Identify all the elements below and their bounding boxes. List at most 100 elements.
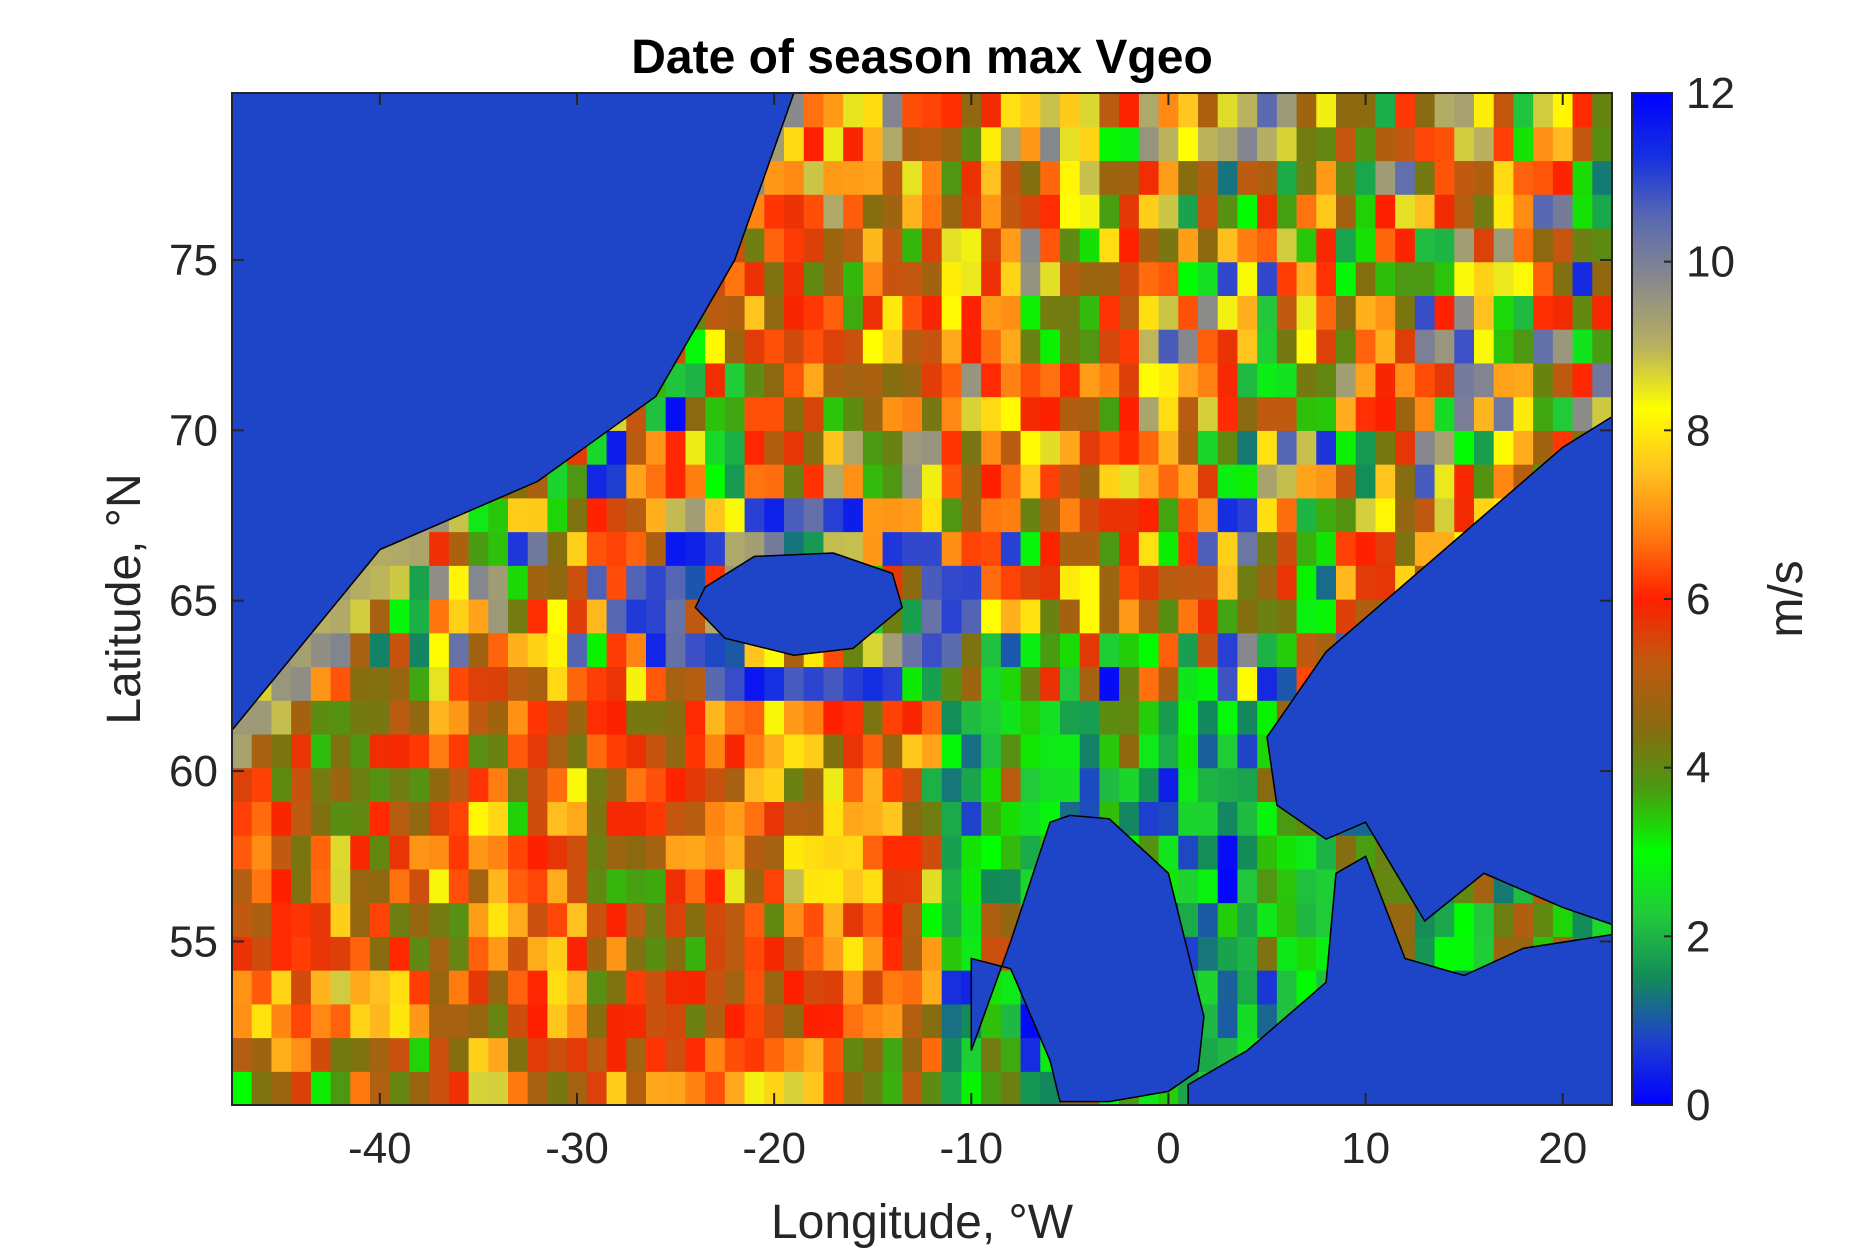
heatmap-cell xyxy=(685,835,706,870)
heatmap-cell xyxy=(271,767,292,802)
heatmap-cell xyxy=(1178,700,1199,735)
heatmap-cell xyxy=(1257,396,1278,431)
heatmap-cell xyxy=(409,666,430,701)
heatmap-cell xyxy=(1257,194,1278,229)
heatmap-cell xyxy=(626,599,647,634)
heatmap-cell xyxy=(547,632,568,668)
heatmap-cell xyxy=(1414,227,1436,263)
heatmap-cell xyxy=(1158,126,1179,162)
heatmap-cell xyxy=(961,632,982,668)
heatmap-cell xyxy=(310,666,332,701)
heatmap-cell xyxy=(784,329,805,364)
heatmap-cell xyxy=(1099,430,1120,465)
heatmap-cell xyxy=(429,1003,450,1039)
heatmap-cell xyxy=(1119,329,1140,364)
heatmap-cell xyxy=(843,497,864,533)
heatmap-cell xyxy=(685,902,706,937)
heatmap-cell xyxy=(1276,261,1298,296)
heatmap-cell xyxy=(1158,261,1179,296)
heatmap-cell xyxy=(310,868,332,904)
heatmap-cell xyxy=(232,868,253,904)
heatmap-cell xyxy=(1119,700,1140,735)
heatmap-cell xyxy=(843,666,864,701)
heatmap-cell xyxy=(527,565,549,600)
heatmap-cell xyxy=(1316,227,1337,263)
heatmap-cell xyxy=(961,599,982,634)
heatmap-cell xyxy=(1276,531,1298,566)
heatmap-cell xyxy=(1552,126,1574,162)
heatmap-cell xyxy=(1316,430,1337,465)
heatmap-cell xyxy=(1454,936,1475,971)
heatmap-cell xyxy=(271,936,292,971)
heatmap-cell xyxy=(291,666,312,701)
heatmap-cell xyxy=(882,801,903,836)
heatmap-cell xyxy=(823,666,844,701)
heatmap-cell xyxy=(1217,565,1239,600)
heatmap-cell xyxy=(1138,801,1160,836)
heatmap-cell xyxy=(764,1037,785,1072)
heatmap-cell xyxy=(744,936,765,971)
heatmap-cell xyxy=(961,126,982,162)
heatmap-cell xyxy=(626,835,647,870)
heatmap-cell xyxy=(1158,430,1179,465)
heatmap-cell xyxy=(882,126,903,162)
heatmap-cell xyxy=(1552,329,1574,364)
heatmap-cell xyxy=(1060,767,1081,802)
heatmap-cell xyxy=(961,497,982,533)
heatmap-cell xyxy=(370,733,391,769)
heatmap-cell xyxy=(1020,531,1041,566)
heatmap-cell xyxy=(448,733,470,769)
heatmap-cell xyxy=(448,565,470,600)
heatmap-cell xyxy=(784,666,805,701)
heatmap-cell xyxy=(429,767,450,802)
heatmap-cell xyxy=(409,700,430,735)
heatmap-cell xyxy=(1434,329,1455,364)
heatmap-cell xyxy=(1355,227,1377,263)
heatmap-cell xyxy=(784,396,805,431)
heatmap-cell xyxy=(1533,194,1554,229)
heatmap-cell xyxy=(1296,632,1317,668)
heatmap-cell xyxy=(606,565,627,600)
heatmap-cell xyxy=(981,93,1002,128)
heatmap-cell xyxy=(1474,160,1495,195)
heatmap-cell xyxy=(1158,362,1179,398)
heatmap-cell xyxy=(902,464,923,499)
heatmap-cell xyxy=(330,1071,351,1105)
heatmap-cell xyxy=(1099,261,1120,296)
heatmap-cell xyxy=(882,531,903,566)
heatmap-cell xyxy=(586,599,608,634)
heatmap-cell xyxy=(586,464,608,499)
heatmap-cell xyxy=(1000,632,1022,668)
heatmap-cell xyxy=(1079,767,1101,802)
y-tick-label: 60 xyxy=(169,747,218,796)
heatmap-cell xyxy=(902,261,923,296)
heatmap-cell xyxy=(1434,261,1455,296)
land-layer xyxy=(232,93,1612,1105)
heatmap-cell xyxy=(1099,160,1120,195)
heatmap-cell xyxy=(1040,261,1061,296)
heatmap-cell xyxy=(310,1003,332,1039)
heatmap-cell xyxy=(744,767,765,802)
heatmap-cell xyxy=(823,700,844,735)
heatmap-cell xyxy=(1079,666,1101,701)
heatmap-cell xyxy=(882,902,903,937)
heatmap-cell xyxy=(902,497,923,533)
heatmap-cell xyxy=(1040,497,1061,533)
heatmap-cell xyxy=(922,733,943,769)
heatmap-cell xyxy=(586,733,608,769)
heatmap-cell xyxy=(1099,227,1120,263)
heatmap-cell xyxy=(271,835,292,870)
land-region-greenland xyxy=(232,93,795,732)
heatmap-cell xyxy=(1474,126,1495,162)
heatmap-cell xyxy=(1000,666,1022,701)
heatmap-cell xyxy=(823,261,844,296)
heatmap-cell xyxy=(882,295,903,330)
heatmap-cell xyxy=(823,430,844,465)
heatmap-cell xyxy=(1040,295,1061,330)
heatmap-cell xyxy=(705,767,726,802)
heatmap-cell xyxy=(764,902,785,937)
heatmap-cell xyxy=(922,565,943,600)
heatmap-cell xyxy=(1099,599,1120,634)
heatmap-cell xyxy=(1237,666,1258,701)
heatmap-cell xyxy=(1414,329,1436,364)
